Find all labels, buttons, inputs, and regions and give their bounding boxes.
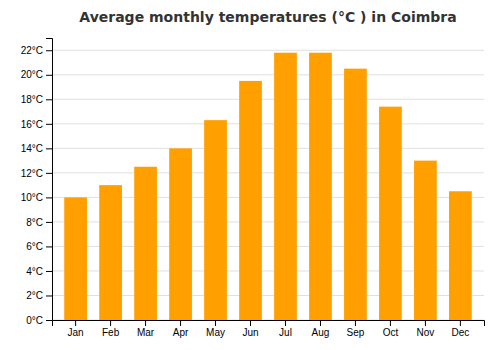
y-tick: 12°C [21, 168, 52, 179]
x-tick: Mar [137, 320, 155, 338]
x-tick-label: Oct [383, 327, 399, 338]
x-tick: Jun [242, 320, 258, 338]
x-tick-label: Dec [451, 327, 469, 338]
y-tick: 0°C [26, 315, 52, 326]
y-tick: 8°C [26, 217, 52, 228]
x-tick-mark [145, 320, 146, 326]
y-tick-label: 16°C [21, 119, 43, 130]
y-tick: 4°C [26, 266, 52, 277]
y-tick-label: 0°C [26, 315, 43, 326]
y-tick-label: 6°C [26, 241, 43, 252]
x-tick: Nov [417, 320, 435, 338]
y-tick-label: 4°C [26, 266, 43, 277]
x-tick-label: Jul [279, 327, 292, 338]
bar [274, 53, 297, 320]
x-tick-mark [460, 320, 461, 326]
y-tick-mark [46, 295, 52, 296]
grid-line [52, 148, 484, 149]
grid-line [52, 74, 484, 75]
x-tick-label: Aug [312, 327, 330, 338]
y-tick-mark [46, 124, 52, 125]
y-tick-label: 20°C [21, 69, 43, 80]
x-tick: Oct [383, 320, 399, 338]
x-tick-label: Sep [347, 327, 365, 338]
grid-line [52, 99, 484, 100]
y-tick-mark [46, 197, 52, 198]
y-tick: 2°C [26, 290, 52, 301]
y-tick: 20°C [21, 69, 52, 80]
chart: 0°C 2°C 4°C 6°C 8°C 10°C 12°C 14°C 16°C 18°C 20°C 2… [0, 0, 500, 350]
y-tick-label: 22°C [21, 45, 43, 56]
y-tick-label: 2°C [26, 290, 43, 301]
x-tick-mark [355, 320, 356, 326]
y-tick-mark [46, 271, 52, 272]
bar [64, 197, 87, 320]
y-tick-mark [46, 148, 52, 149]
y-tick-label: 14°C [21, 143, 43, 154]
bar [134, 167, 157, 320]
y-tick: 18°C [21, 94, 52, 105]
bar [379, 107, 402, 320]
y-tick-mark [46, 320, 52, 321]
y-tick-mark [46, 173, 52, 174]
x-tick-mark [180, 320, 181, 326]
x-tick-mark [425, 320, 426, 326]
bar [239, 81, 262, 320]
x-tick-label: Apr [173, 327, 189, 338]
x-tick: Jan [68, 320, 84, 338]
y-tick: 6°C [26, 241, 52, 252]
y-tick-mark [46, 246, 52, 247]
bar [99, 185, 122, 320]
title: Average monthly temperatures (°C ) in Co… [79, 9, 456, 25]
y-tick: 14°C [21, 143, 52, 154]
y-tick-mark [46, 50, 52, 51]
x-tick: Jul [279, 320, 292, 338]
x-tick: Apr [173, 320, 189, 338]
y-tick-label: 18°C [21, 94, 43, 105]
x-tick-mark [75, 320, 76, 326]
y-axis: 0°C 2°C 4°C 6°C 8°C 10°C 12°C 14°C 16°C 18°C 20°C 2… [21, 39, 53, 326]
grid-line [52, 50, 484, 51]
x-axis-line [53, 321, 485, 327]
x-tick-mark [390, 320, 391, 326]
bar [169, 148, 192, 320]
x-tick-label: Mar [137, 327, 155, 338]
y-tick-mark [46, 222, 52, 223]
bar [309, 53, 332, 320]
bars [64, 53, 472, 320]
x-tick-label: Feb [102, 327, 120, 338]
bar [204, 120, 227, 320]
x-tick: Sep [347, 320, 365, 338]
x-tick-label: Nov [417, 327, 435, 338]
x-tick: Aug [312, 320, 330, 338]
x-tick-label: May [206, 327, 225, 338]
y-tick-mark [46, 75, 52, 76]
x-tick-mark [285, 320, 286, 326]
y-tick: 10°C [21, 192, 52, 203]
grid-line [52, 123, 484, 124]
y-axis-line [46, 39, 53, 321]
bar [344, 69, 367, 320]
x-tick-mark [320, 320, 321, 326]
x-tick: Feb [102, 320, 120, 338]
y-tick: 22°C [21, 45, 52, 56]
x-tick: May [206, 320, 225, 338]
y-tick-label: 8°C [26, 217, 43, 228]
x-axis: Jan Feb Mar Apr May Jun Jul Aug Sep Oct Nov Dec [53, 320, 485, 338]
bar [449, 191, 472, 320]
plot: 0°C 2°C 4°C 6°C 8°C 10°C 12°C 14°C 16°C 18°C 20°C 2… [21, 39, 485, 339]
bar [414, 161, 437, 320]
x-tick-label: Jan [68, 327, 84, 338]
x-tick: Dec [451, 320, 469, 338]
grid [52, 50, 484, 320]
y-tick-label: 10°C [21, 192, 43, 203]
y-tick-label: 12°C [21, 168, 43, 179]
x-tick-mark [215, 320, 216, 326]
y-tick: 16°C [21, 119, 52, 130]
x-tick-mark [250, 320, 251, 326]
x-tick-label: Jun [242, 327, 258, 338]
y-tick-mark [46, 99, 52, 100]
x-tick-mark [110, 320, 111, 326]
